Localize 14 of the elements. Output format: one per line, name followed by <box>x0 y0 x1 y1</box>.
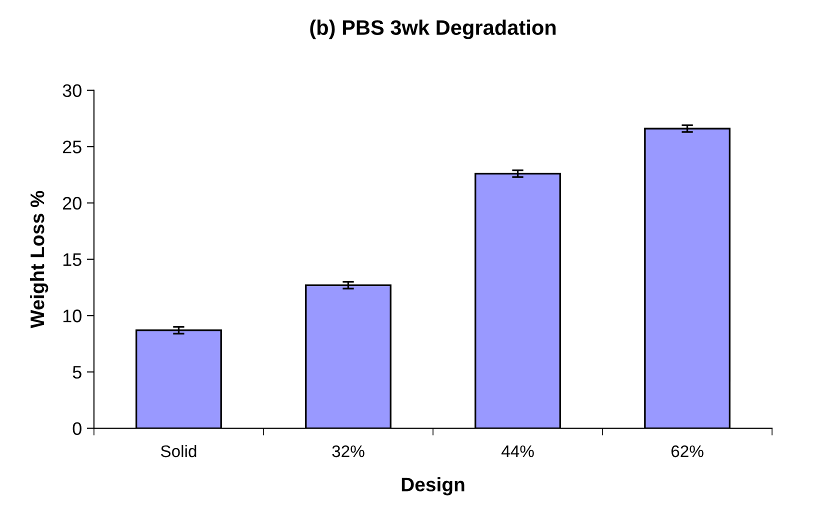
chart-title: (b) PBS 3wk Degradation <box>310 20 556 40</box>
x-tick-label: Solid <box>160 444 196 458</box>
y-tick-label: 5 <box>72 366 82 379</box>
y-tick-label: 20 <box>62 196 82 210</box>
y-tick-label: 15 <box>63 253 82 266</box>
y-tick-label: 25 <box>62 140 82 154</box>
y-tick-label: 30 <box>62 84 82 98</box>
y-axis-title: Weight Loss % <box>30 190 48 328</box>
x-axis-title: Design <box>402 477 464 496</box>
x-tick-label: 44% <box>501 445 534 458</box>
y-tick-label: 0 <box>72 422 82 435</box>
x-tick-label: 62% <box>671 445 704 458</box>
y-tick-label: 10 <box>63 310 82 322</box>
x-tick-label: 32% <box>332 445 364 458</box>
